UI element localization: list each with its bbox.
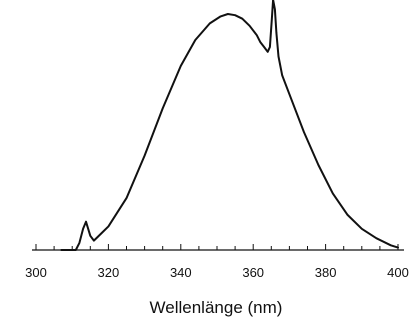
x-axis-ticks: [35, 244, 399, 250]
x-tick-label: 340: [170, 265, 192, 280]
x-tick-label: 320: [98, 265, 120, 280]
series-line-spectrum: [60, 0, 399, 251]
x-tick-label: 300: [25, 265, 47, 280]
x-axis-label: Wellenlänge (nm): [150, 298, 283, 317]
x-tick-label: 360: [242, 265, 264, 280]
x-tick-label: 400: [387, 265, 409, 280]
x-tick-label: 380: [315, 265, 337, 280]
x-axis-tick-labels: 300 320 340 360 380 400: [25, 265, 409, 280]
